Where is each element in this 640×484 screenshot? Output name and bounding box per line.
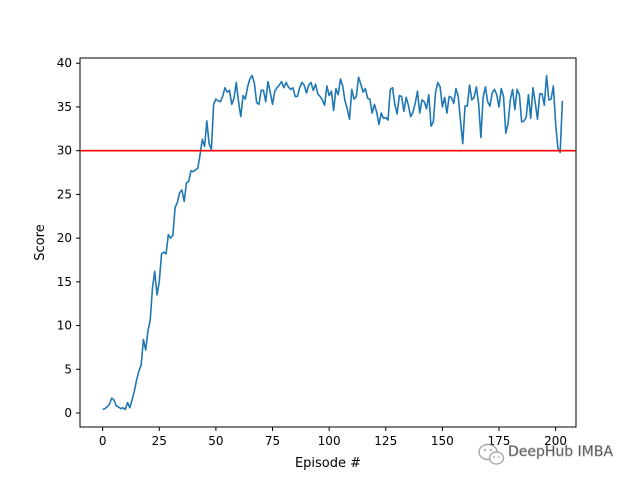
series-line-0 — [102, 74, 564, 411]
y-axis-ticks: 0 5 10 15 20 25 30 35 40 — [57, 56, 80, 420]
x-tick-label: 175 — [488, 434, 511, 448]
x-tick-label: 50 — [208, 434, 223, 448]
watermark-text: DeepHub IMBA — [508, 444, 613, 460]
y-tick-label: 30 — [57, 144, 72, 158]
x-axis-label: Episode # — [295, 456, 361, 471]
y-tick-label: 5 — [64, 362, 72, 376]
x-tick-label: 150 — [431, 434, 454, 448]
y-tick-label: 25 — [57, 187, 72, 201]
data-layer — [102, 74, 564, 411]
y-tick-label: 10 — [57, 319, 72, 333]
wechat-icon — [478, 443, 505, 465]
x-tick-label: 25 — [152, 434, 167, 448]
watermark: DeepHub IMBA — [478, 443, 614, 465]
y-tick-label: 20 — [57, 231, 72, 245]
y-tick-label: 0 — [64, 406, 72, 420]
plot-frame — [79, 57, 577, 428]
x-tick-label: 100 — [318, 434, 341, 448]
x-tick-label: 0 — [99, 434, 107, 448]
y-tick-label: 40 — [57, 56, 72, 70]
y-axis-label: Score — [33, 224, 48, 260]
x-tick-label: 125 — [374, 434, 397, 448]
x-tick-label: 200 — [544, 434, 567, 448]
y-tick-label: 15 — [57, 275, 72, 289]
x-tick-label: 75 — [265, 434, 280, 448]
plot-area — [80, 58, 576, 427]
y-tick-label: 35 — [57, 100, 72, 114]
x-axis-ticks: 0 25 50 75 100 125 150 175 200 — [99, 427, 567, 448]
